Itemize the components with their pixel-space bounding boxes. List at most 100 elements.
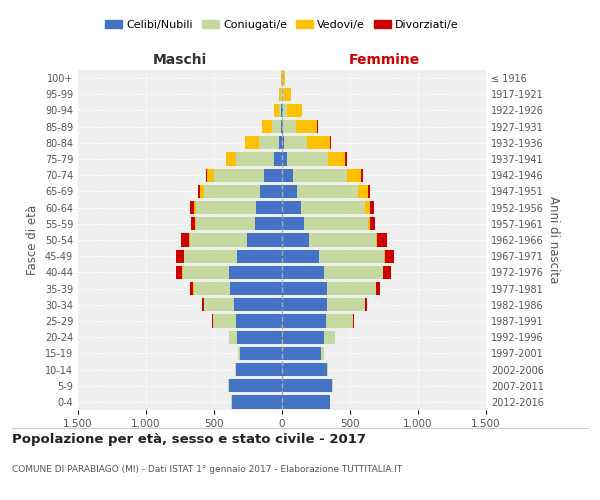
Bar: [281, 72, 282, 85]
Bar: [281, 120, 282, 134]
Bar: [383, 266, 391, 279]
Bar: [274, 152, 282, 166]
Bar: [284, 136, 307, 149]
Bar: [283, 120, 296, 134]
Bar: [322, 346, 324, 360]
Bar: [293, 168, 347, 182]
Bar: [206, 168, 207, 182]
Bar: [327, 298, 365, 312]
Bar: [207, 168, 214, 182]
Bar: [196, 217, 255, 230]
Text: COMUNE DI PARABIAGO (MI) - Dati ISTAT 1° gennaio 2017 - Elaborazione TUTTITALIA.: COMUNE DI PARABIAGO (MI) - Dati ISTAT 1°…: [12, 466, 402, 474]
Bar: [260, 185, 282, 198]
Bar: [189, 234, 190, 246]
Bar: [370, 201, 374, 214]
Bar: [274, 104, 279, 117]
Bar: [324, 330, 335, 344]
Bar: [226, 152, 236, 166]
Bar: [282, 104, 283, 117]
Text: Popolazione per età, sesso e stato civile - 2017: Popolazione per età, sesso e stato civil…: [12, 432, 366, 446]
Bar: [190, 282, 193, 295]
Bar: [370, 217, 375, 230]
Bar: [309, 234, 376, 246]
Bar: [176, 266, 182, 279]
Bar: [236, 152, 274, 166]
Bar: [236, 363, 282, 376]
Bar: [326, 314, 353, 328]
Bar: [327, 363, 328, 376]
Bar: [272, 120, 281, 134]
Bar: [202, 298, 205, 312]
Bar: [301, 201, 365, 214]
Bar: [232, 396, 282, 408]
Bar: [287, 152, 328, 166]
Bar: [282, 168, 293, 182]
Bar: [237, 330, 282, 344]
Bar: [183, 266, 229, 279]
Bar: [368, 217, 370, 230]
Bar: [384, 250, 385, 263]
Bar: [184, 250, 237, 263]
Bar: [205, 185, 260, 198]
Bar: [205, 298, 235, 312]
Bar: [194, 201, 196, 214]
Bar: [283, 104, 287, 117]
Bar: [319, 250, 384, 263]
Bar: [282, 201, 301, 214]
Bar: [283, 88, 284, 101]
Legend: Celibi/Nubili, Coniugati/e, Vedovi/e, Divorziati/e: Celibi/Nubili, Coniugati/e, Vedovi/e, Di…: [101, 16, 463, 34]
Bar: [347, 168, 361, 182]
Bar: [365, 298, 367, 312]
Y-axis label: Fasce di età: Fasce di età: [26, 205, 39, 275]
Bar: [228, 379, 229, 392]
Bar: [281, 104, 282, 117]
Bar: [235, 363, 236, 376]
Bar: [324, 266, 383, 279]
Bar: [229, 330, 237, 344]
Bar: [176, 250, 184, 263]
Bar: [212, 314, 236, 328]
Bar: [282, 396, 329, 408]
Bar: [256, 201, 282, 214]
Bar: [262, 120, 272, 134]
Bar: [282, 346, 322, 360]
Bar: [282, 379, 332, 392]
Bar: [287, 104, 302, 117]
Bar: [282, 298, 327, 312]
Bar: [229, 379, 282, 392]
Bar: [181, 234, 189, 246]
Bar: [282, 152, 287, 166]
Bar: [279, 88, 281, 101]
Bar: [282, 314, 326, 328]
Bar: [247, 234, 282, 246]
Bar: [283, 72, 285, 85]
Bar: [214, 168, 265, 182]
Bar: [240, 346, 282, 360]
Bar: [307, 136, 330, 149]
Bar: [245, 136, 259, 149]
Y-axis label: Anni di nascita: Anni di nascita: [547, 196, 560, 284]
Bar: [259, 136, 279, 149]
Bar: [199, 185, 200, 198]
Bar: [282, 217, 304, 230]
Bar: [230, 282, 282, 295]
Bar: [297, 185, 358, 198]
Bar: [194, 282, 230, 295]
Bar: [282, 234, 309, 246]
Bar: [238, 346, 240, 360]
Bar: [284, 88, 290, 101]
Bar: [237, 250, 282, 263]
Bar: [365, 201, 370, 214]
Text: Maschi: Maschi: [153, 53, 207, 67]
Bar: [345, 152, 347, 166]
Bar: [190, 201, 194, 214]
Bar: [190, 234, 247, 246]
Text: Femmine: Femmine: [349, 53, 419, 67]
Bar: [265, 168, 282, 182]
Bar: [279, 136, 282, 149]
Bar: [368, 185, 370, 198]
Bar: [282, 250, 319, 263]
Bar: [255, 217, 282, 230]
Bar: [229, 266, 282, 279]
Bar: [330, 136, 331, 149]
